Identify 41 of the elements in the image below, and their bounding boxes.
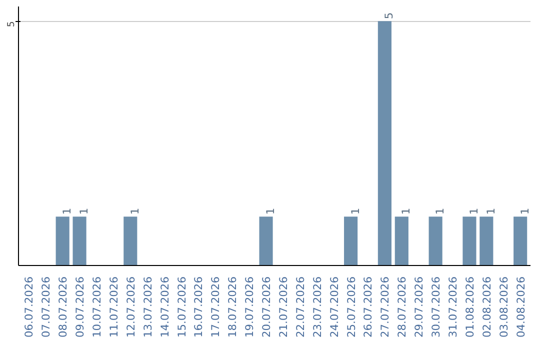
data-label: 1 <box>264 208 278 215</box>
x-tick-label: 25.07.2026 <box>344 276 358 338</box>
x-tick-label: 22.07.2026 <box>294 276 307 338</box>
x-tick-label: 13.07.2026 <box>141 276 154 338</box>
x-tick-label: 24.07.2026 <box>328 276 341 338</box>
x-tick-label: 26.07.2026 <box>362 276 375 338</box>
x-tick-label: 21.07.2026 <box>276 276 290 338</box>
data-label: 1 <box>78 208 91 215</box>
x-tick-label: 03.08.2026 <box>497 276 510 338</box>
x-tick-label: 01.08.2026 <box>463 276 476 338</box>
x-tick-label: 08.07.2026 <box>56 276 70 338</box>
x-tick-label: 18.07.2026 <box>226 276 240 338</box>
x-tick-label: 16.07.2026 <box>192 276 206 338</box>
data-label: 1 <box>434 208 447 215</box>
x-tick-label: 19.07.2026 <box>243 276 256 338</box>
x-tick-label: 09.07.2026 <box>74 276 87 338</box>
data-label: 1 <box>60 208 74 215</box>
x-tick-label: 29.07.2026 <box>412 276 426 338</box>
x-tick-label: 17.07.2026 <box>209 276 222 338</box>
x-tick-label: 28.07.2026 <box>396 276 409 338</box>
x-tick-label: 20.07.2026 <box>260 276 274 338</box>
data-label: 1 <box>518 208 532 215</box>
x-tick-label: 12.07.2026 <box>124 276 138 338</box>
x-tick-label: 27.07.2026 <box>378 276 392 338</box>
data-label: 1 <box>128 208 142 215</box>
x-tick-label: 02.08.2026 <box>480 276 494 338</box>
x-tick-label: 23.07.2026 <box>310 276 324 338</box>
x-tick-label: 14.07.2026 <box>158 276 172 338</box>
data-label: 1 <box>484 208 498 215</box>
x-tick-label: 11.07.2026 <box>107 276 120 338</box>
data-label: 5 <box>382 12 396 20</box>
x-tick-label: 31.07.2026 <box>446 276 460 338</box>
x-tick-label: 10.07.2026 <box>90 276 104 338</box>
data-label: 1 <box>467 208 480 215</box>
data-label: 1 <box>400 208 413 215</box>
x-tick-label: 06.07.2026 <box>22 276 36 338</box>
x-tick-label: 15.07.2026 <box>175 276 188 338</box>
x-tick-label: 04.08.2026 <box>514 276 528 338</box>
x-tick-label: 30.07.2026 <box>430 276 443 338</box>
data-label: 1 <box>348 208 362 215</box>
x-tick-label: 07.07.2026 <box>40 276 53 338</box>
